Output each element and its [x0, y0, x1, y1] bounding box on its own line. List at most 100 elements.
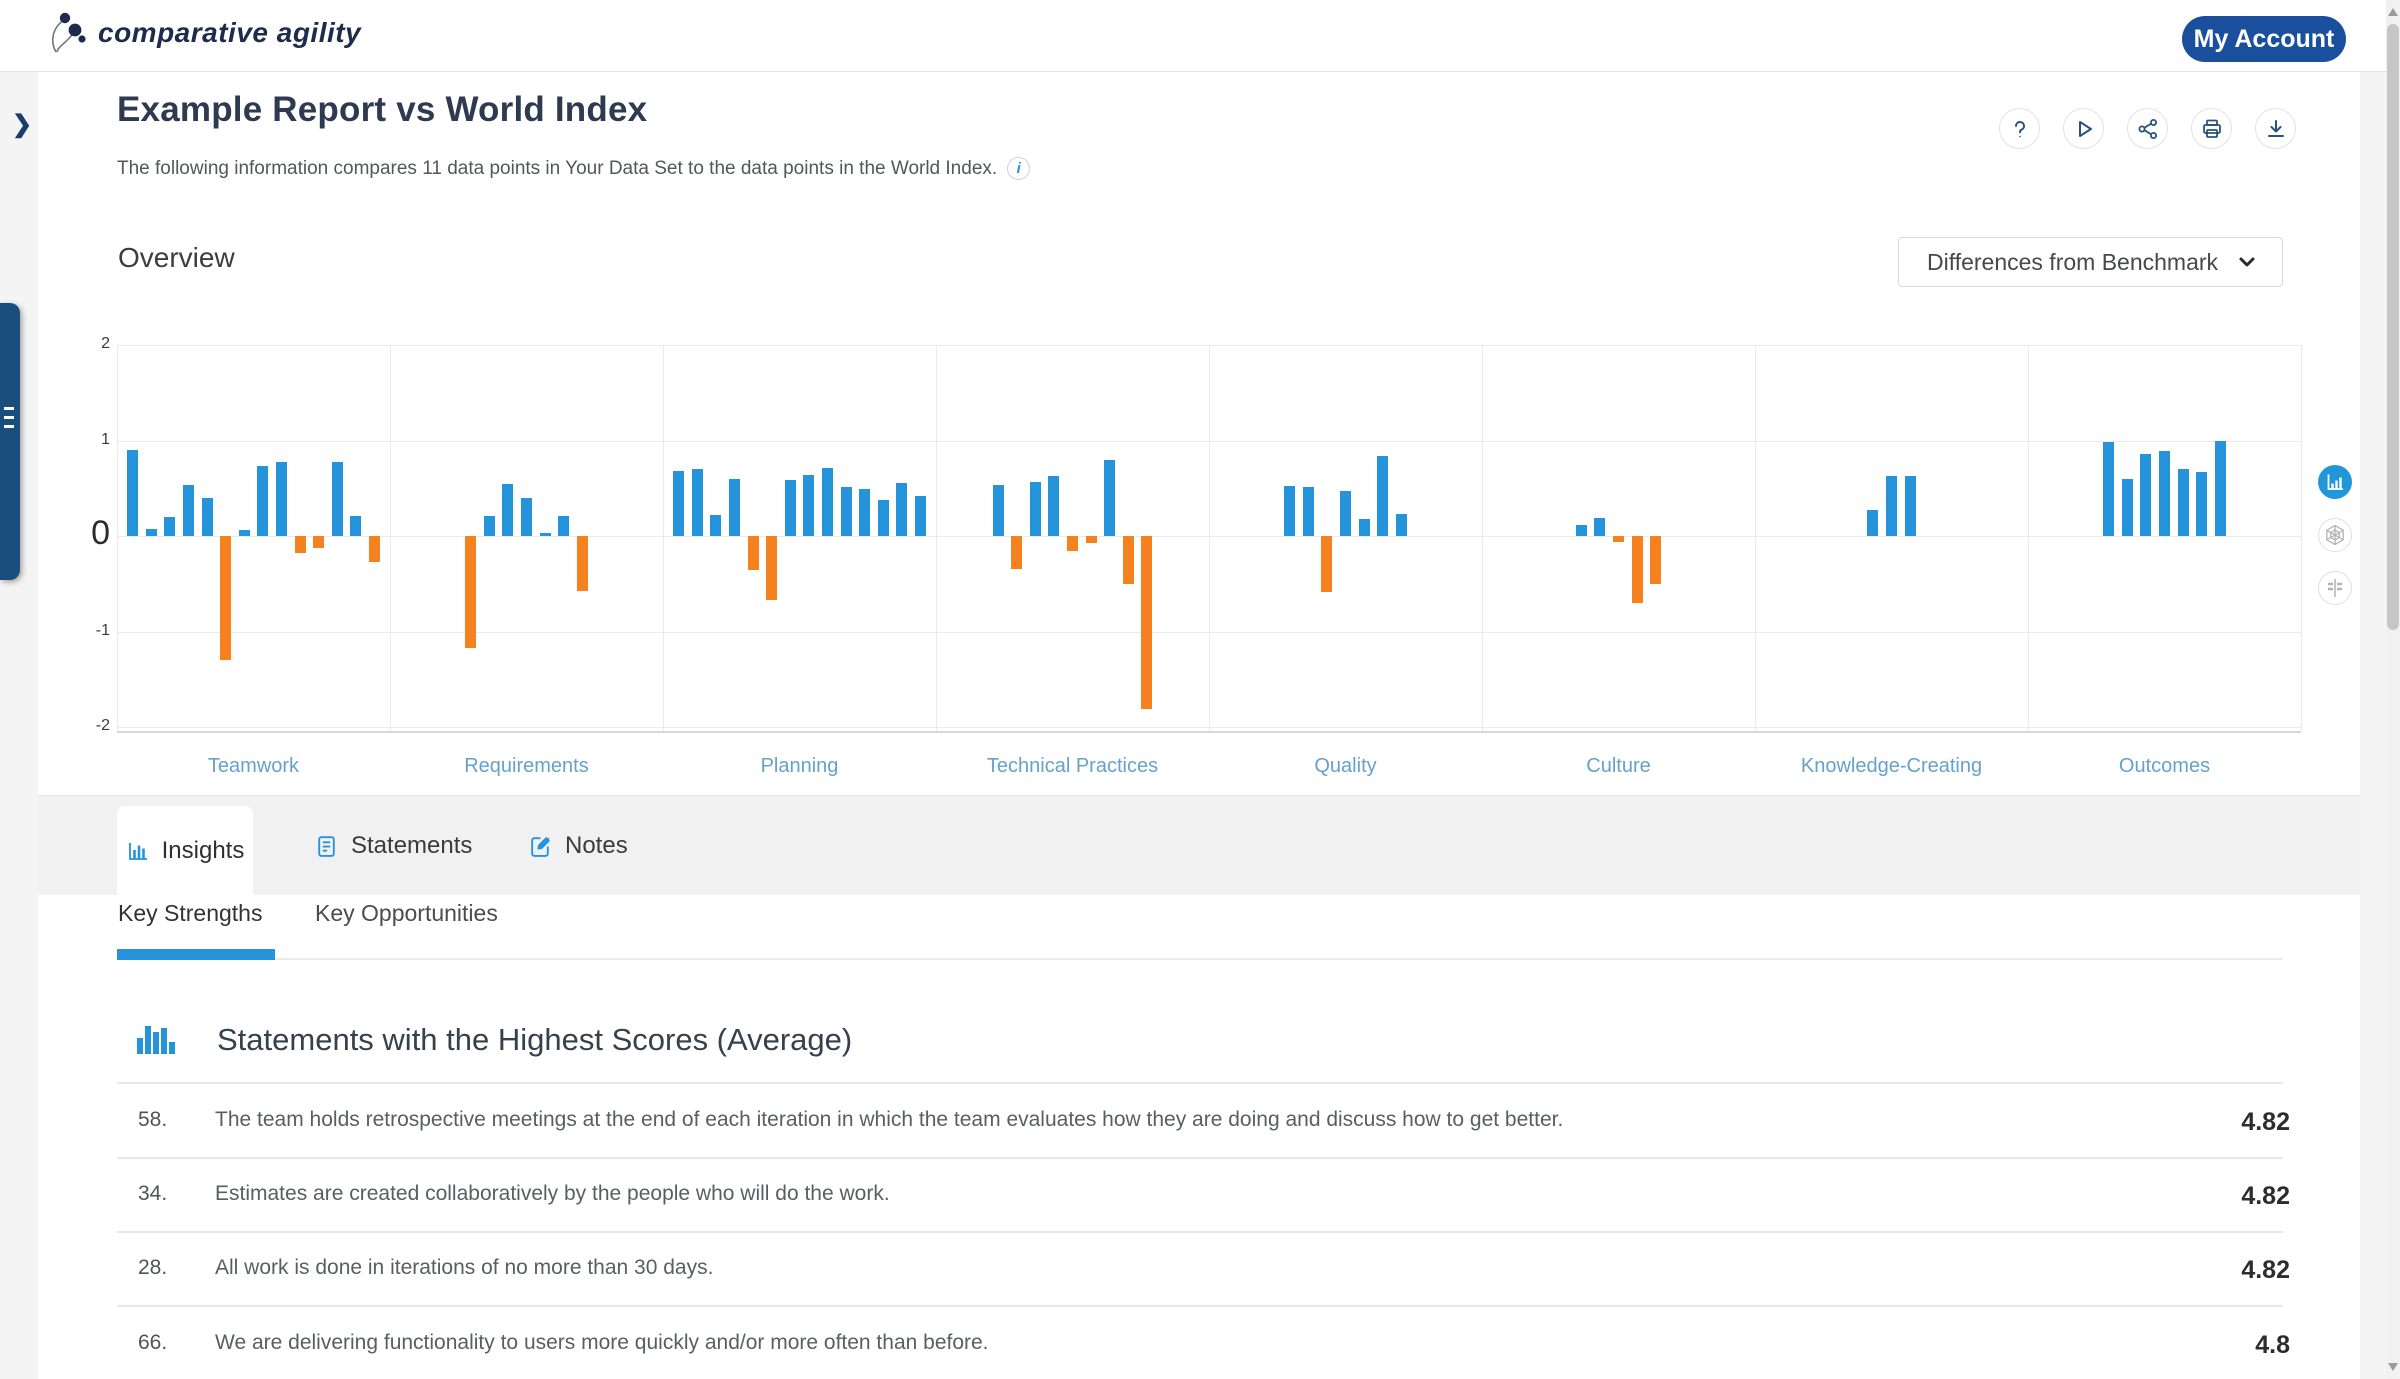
- my-account-button[interactable]: My Account: [2182, 16, 2346, 62]
- bar-technical-practices: [1122, 536, 1134, 584]
- bar-teamwork: [275, 462, 287, 536]
- bar-knowledge-creating: [1886, 475, 1897, 536]
- bar-planning: [673, 471, 685, 536]
- bar-planning: [896, 482, 908, 536]
- report-toolbar: [1999, 108, 2296, 149]
- share-button[interactable]: [2127, 108, 2168, 149]
- benchmark-bar-chart: [117, 345, 2302, 733]
- category-label: Technical Practices: [986, 755, 1159, 777]
- subtab-key-opportunities[interactable]: Key Opportunities: [315, 900, 498, 926]
- bar-planning: [840, 487, 852, 536]
- bar-teamwork: [368, 536, 380, 562]
- statement-number: 28.: [138, 1256, 168, 1279]
- statement-number: 66.: [138, 1331, 168, 1354]
- subtab-divider: [117, 958, 2283, 960]
- handle-line: [4, 416, 14, 419]
- category-label: Knowledge-Creating: [1800, 755, 1983, 777]
- play-icon: [2078, 120, 2092, 137]
- logo-icon: [51, 12, 86, 53]
- tab-insights[interactable]: Insights: [117, 806, 253, 896]
- chart-category-labels: Teamwork Requirements Planning Technical Pr…: [117, 755, 2301, 778]
- bar-teamwork: [238, 530, 250, 536]
- statement-score: 4.82: [2241, 1182, 2290, 1210]
- statement-text: Estimates are created collaboratively by…: [215, 1182, 890, 1205]
- active-subtab-underline: [117, 949, 275, 960]
- benchmark-dropdown[interactable]: Differences from Benchmark: [1898, 237, 2283, 287]
- category-label: Teamwork: [207, 755, 300, 777]
- y-tick-label: 1: [101, 430, 110, 448]
- play-button[interactable]: [2063, 108, 2104, 149]
- panel-separator: [390, 345, 391, 731]
- print-icon: [2202, 119, 2221, 138]
- bar-requirements: [521, 497, 532, 536]
- comparison-chart-icon: [2328, 579, 2342, 597]
- panel-separator: [117, 345, 118, 731]
- overview-section-label: Overview: [118, 242, 235, 273]
- row-divider: [117, 1231, 2283, 1233]
- bar-planning: [710, 514, 722, 536]
- chart-type-switcher: [2318, 465, 2352, 605]
- panel-separator: [2301, 345, 2302, 731]
- bar-planning: [821, 468, 833, 536]
- benchmark-dropdown-value: Differences from Benchmark: [1927, 248, 2219, 275]
- help-button[interactable]: [1999, 108, 2040, 149]
- bar-planning: [914, 495, 926, 536]
- bar-technical-practices: [992, 485, 1004, 536]
- print-button[interactable]: [2191, 108, 2232, 149]
- bar-requirements: [465, 536, 477, 648]
- bar-teamwork: [220, 536, 232, 661]
- bar-planning: [803, 474, 815, 536]
- bar-culture: [1650, 536, 1662, 584]
- handle-line: [4, 425, 14, 428]
- download-button[interactable]: [2255, 108, 2296, 149]
- chevron-down-icon: [2239, 257, 2255, 267]
- tab-label: Notes: [565, 832, 628, 859]
- bar-chart-icon: [2327, 474, 2343, 490]
- panel-separator: [936, 345, 937, 731]
- bar-quality: [1302, 487, 1314, 536]
- help-icon: [2014, 120, 2025, 137]
- statement-number: 58.: [138, 1108, 168, 1131]
- bar-chart-view-button[interactable]: [2318, 465, 2352, 499]
- tab-notes[interactable]: Notes: [528, 796, 628, 896]
- handle-line: [4, 407, 14, 410]
- bar-planning: [859, 489, 871, 536]
- radar-chart-icon: [2326, 524, 2344, 546]
- bar-teamwork: [350, 515, 362, 536]
- bar-teamwork: [294, 536, 306, 554]
- scroll-down-arrow[interactable]: [2388, 1363, 2398, 1371]
- bar-planning: [691, 469, 703, 536]
- highest-scores-icon: [137, 1026, 175, 1054]
- info-icon[interactable]: i: [1007, 157, 1031, 180]
- bar-quality: [1284, 486, 1296, 536]
- scroll-up-arrow[interactable]: [2388, 8, 2398, 16]
- panel-separator: [2028, 345, 2029, 731]
- scrollbar[interactable]: [2386, 0, 2400, 1379]
- share-icon: [2138, 118, 2157, 139]
- bar-planning: [747, 536, 759, 571]
- bar-planning: [766, 536, 778, 600]
- bar-knowledge-creating: [1904, 475, 1916, 536]
- bar-requirements: [502, 484, 514, 536]
- category-label: Outcomes: [2118, 755, 2211, 777]
- statement-text: We are delivering functionality to users…: [215, 1331, 989, 1354]
- bar-teamwork: [331, 462, 343, 536]
- expand-sidebar-chevron-icon[interactable]: ❯: [12, 111, 33, 138]
- notes-icon: [531, 836, 550, 857]
- radar-chart-view-button[interactable]: [2318, 518, 2352, 552]
- bar-technical-practices: [1085, 536, 1097, 543]
- bar-teamwork: [164, 516, 176, 536]
- bar-planning: [877, 499, 889, 536]
- side-panel-handle[interactable]: [0, 303, 20, 580]
- subtab-key-strengths[interactable]: Key Strengths: [118, 900, 263, 926]
- bar-teamwork: [145, 529, 157, 536]
- tab-statements[interactable]: Statements: [314, 796, 472, 896]
- report-subtitle: The following information compares 11 da…: [117, 157, 1031, 180]
- scrollbar-thumb[interactable]: [2387, 24, 2399, 630]
- bar-requirements: [539, 533, 551, 536]
- comparison-chart-view-button[interactable]: [2318, 571, 2352, 605]
- y-tick-label: -2: [95, 717, 110, 734]
- bar-outcomes: [2177, 469, 2189, 536]
- row-divider: [117, 1082, 2283, 1084]
- app-logo[interactable]: comparative agility: [44, 8, 361, 58]
